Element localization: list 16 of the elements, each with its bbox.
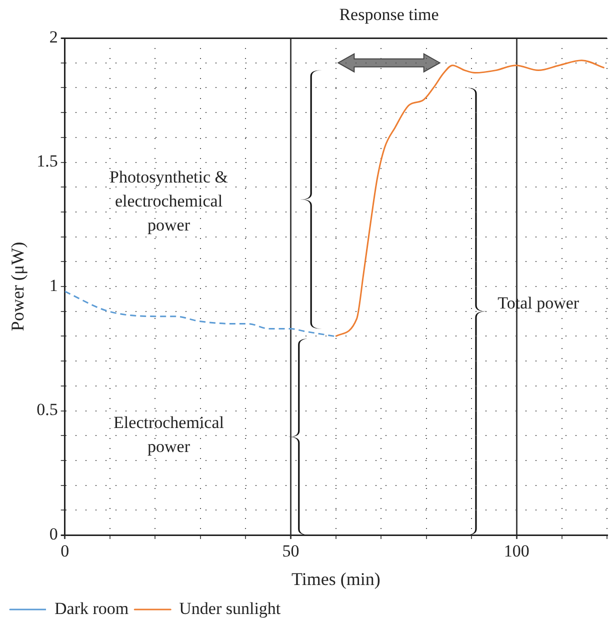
x-tick-label: 50 [282, 542, 300, 561]
annotation: Electrochemical power [114, 413, 224, 456]
x-axis-title: Times (min) [291, 568, 380, 589]
y-tick-label: 0.5 [36, 400, 58, 420]
annotation: Photosynthetic & electrochemical power [109, 167, 228, 234]
y-tick-label: 2 [49, 27, 58, 46]
y-tick-label: 1.5 [36, 152, 58, 171]
y-axis-title: Power (μW) [8, 242, 28, 332]
line-series [335, 60, 606, 337]
y-tick-label: 1 [49, 276, 58, 295]
x-tick-label: 100 [504, 542, 530, 561]
line-series [64, 290, 335, 337]
legend-label: Under sunlight [179, 598, 281, 618]
y-tick-label: 0 [49, 524, 58, 544]
legend-label: Dark room [54, 598, 129, 618]
text: Response time [339, 5, 439, 24]
